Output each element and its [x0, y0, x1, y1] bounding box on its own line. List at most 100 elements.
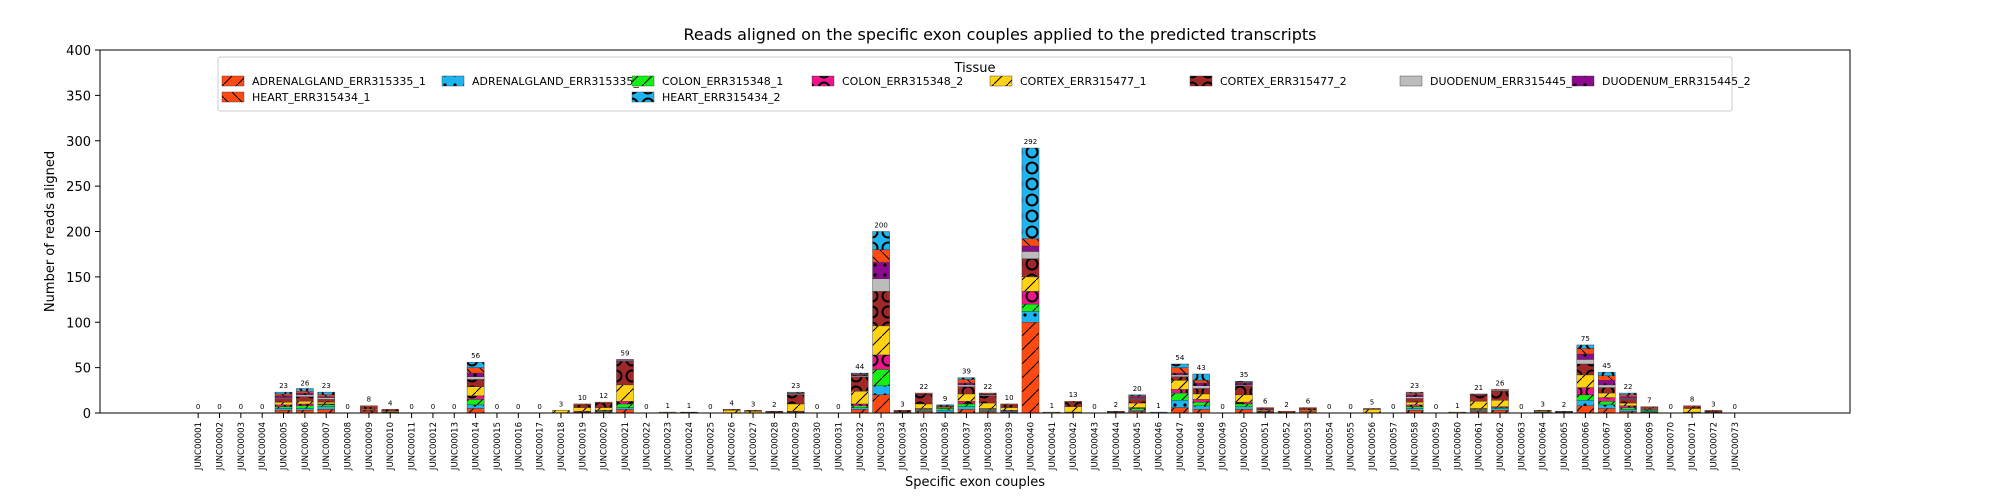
x-tick-label: JUNC00007: [322, 422, 332, 471]
bar-segment: [1192, 399, 1210, 403]
x-tick-label: JUNC00050: [1240, 422, 1250, 471]
data-label: 56: [471, 352, 480, 360]
x-tick-label: JUNC00009: [365, 422, 375, 471]
legend-item: ADRENALGLAND_ERR315335_1: [221, 75, 426, 88]
x-tick-label: JUNC00069: [1645, 422, 1655, 471]
bar-segment: [1597, 380, 1616, 386]
legend-item: ADRENALGLAND_ERR315335_2: [441, 75, 646, 88]
data-label: 0: [452, 403, 456, 411]
bar-segment: [1576, 359, 1595, 365]
bar-segment: [872, 291, 890, 327]
data-label: 0: [409, 403, 413, 411]
x-tick-label: JUNC00041: [1048, 422, 1058, 471]
bar-segment: [1576, 400, 1595, 406]
bar-segment: [1597, 375, 1616, 381]
x-tick-label: JUNC00039: [1005, 422, 1015, 471]
bar-segment: [851, 372, 869, 375]
bar-segment: [936, 410, 954, 413]
y-axis-label: Number of reads aligned: [43, 151, 58, 312]
x-tick-label: JUNC00019: [578, 422, 588, 471]
legend-item: COLON_ERR315348_1: [631, 75, 783, 88]
bar-segment: [1704, 410, 1723, 412]
bar-segment: [1192, 409, 1210, 414]
bar-segment: [1171, 376, 1189, 381]
legend-swatch: [221, 91, 245, 103]
data-label: 0: [196, 403, 200, 411]
x-tick-label: JUNC00011: [408, 422, 418, 471]
bar-segment: [957, 409, 976, 414]
bar-segment: [915, 403, 933, 409]
y-tick-label: 400: [66, 44, 91, 59]
data-label: 7: [1647, 397, 1651, 405]
x-tick-label: JUNC00047: [1176, 422, 1186, 471]
bar-segment: [872, 231, 890, 250]
bar-segment: [851, 391, 869, 405]
bar-segment: [957, 386, 976, 395]
bar-segment: [1171, 407, 1189, 414]
bar-segment: [1619, 392, 1637, 396]
x-tick-label: JUNC00064: [1539, 422, 1549, 471]
bar-segment: [274, 395, 293, 398]
legend-label: DUODENUM_ERR315445_2: [1602, 75, 1751, 88]
bar-segment: [1192, 373, 1210, 381]
x-tick-label: JUNC00060: [1453, 422, 1463, 471]
x-tick-label: JUNC00044: [1112, 422, 1122, 471]
bar-segment: [1021, 322, 1040, 414]
data-label: 2: [1114, 401, 1118, 409]
bar-segment: [957, 406, 976, 410]
bar-segment: [1192, 393, 1210, 400]
bar-segment: [1000, 403, 1018, 406]
data-label: 0: [516, 403, 520, 411]
legend-item: COLON_ERR315348_2: [811, 75, 963, 88]
bar-segment: [979, 392, 997, 395]
y-tick-label: 100: [66, 316, 91, 331]
data-label: 200: [874, 222, 887, 230]
legend-swatch: [221, 75, 245, 87]
data-label: 26: [300, 379, 309, 387]
bar-segment: [1597, 397, 1616, 402]
bar-segment: [616, 409, 634, 414]
bar-segment: [1256, 407, 1274, 409]
bar-segment: [786, 394, 805, 405]
data-label: 0: [1327, 403, 1331, 411]
bar-segment: [1171, 363, 1189, 368]
legend-item: DUODENUM_ERR315445_2: [1571, 75, 1751, 88]
bar-segment: [872, 325, 890, 356]
bar-segment: [317, 406, 335, 410]
bar-segment: [1128, 396, 1146, 399]
bar-segment: [1405, 401, 1424, 406]
x-tick-label: JUNC00045: [1133, 422, 1143, 471]
y-tick-label: 0: [83, 407, 91, 422]
x-tick-label: JUNC00063: [1517, 422, 1527, 471]
bar-segment: [1192, 388, 1210, 395]
data-label: 26: [1496, 379, 1505, 387]
bar-segment: [1299, 408, 1317, 411]
bar-segment: [1533, 410, 1552, 412]
bar-segment: [765, 410, 784, 413]
legend-item: DUODENUM_ERR315445_1: [1399, 75, 1579, 88]
bar-segment: [1619, 402, 1637, 406]
bar-segment: [1405, 398, 1424, 403]
data-label: 1: [1156, 402, 1160, 410]
bar-segment: [573, 404, 592, 408]
data-label: 0: [217, 403, 221, 411]
bar-segment: [616, 359, 634, 361]
data-label: 0: [644, 403, 648, 411]
data-label: 22: [919, 383, 928, 391]
data-label: 75: [1581, 335, 1590, 343]
bar-segment: [1021, 245, 1040, 252]
bar-segment: [1469, 401, 1488, 409]
bar-segment: [957, 393, 976, 402]
bar-segment: [1597, 401, 1616, 406]
x-tick-label: JUNC00029: [792, 422, 802, 471]
bar-segment: [466, 395, 485, 400]
bar-segment: [1128, 402, 1146, 408]
y-axis: 0 50 100 150 200 250 300 350 400: [66, 44, 100, 422]
bar-segment: [722, 409, 741, 411]
bar-segment: [915, 394, 933, 405]
bar-segment: [466, 361, 485, 368]
data-label: 1: [1050, 402, 1054, 410]
x-tick-label: JUNC00037: [962, 422, 972, 471]
data-label: 22: [1624, 383, 1633, 391]
x-tick-label: JUNC00017: [536, 422, 546, 471]
